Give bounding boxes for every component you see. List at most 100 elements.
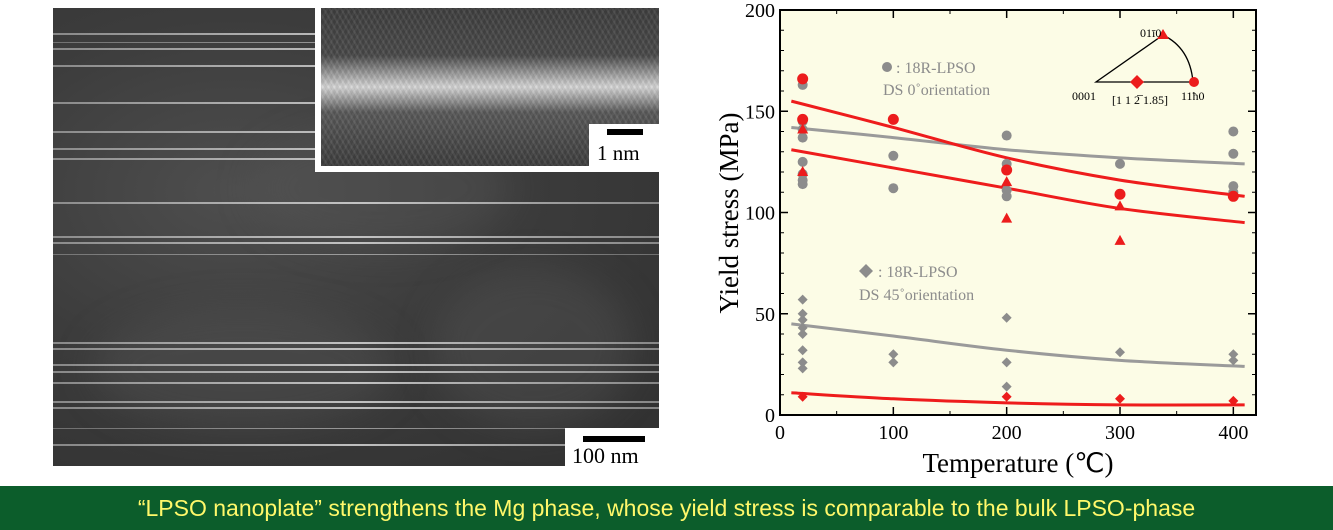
legend-0deg-label: : 18R-LPSO bbox=[896, 60, 976, 77]
data-point-diamond bbox=[797, 391, 808, 402]
fit-curve bbox=[790, 99, 1245, 198]
lpso-lamella bbox=[53, 401, 659, 403]
data-point-triangle bbox=[1114, 200, 1126, 211]
fit-curve bbox=[791, 391, 1245, 407]
y-tick-label: 150 bbox=[745, 101, 775, 123]
legend-0deg-sublabel: DS 0˚orientation bbox=[883, 82, 990, 99]
data-point-diamond bbox=[797, 294, 808, 305]
main-scale-bar bbox=[583, 436, 645, 442]
data-point-circle bbox=[797, 156, 808, 167]
data-point-diamond bbox=[797, 357, 808, 368]
triangle-marker-diamond bbox=[1130, 75, 1144, 89]
data-point-circle bbox=[887, 113, 899, 125]
plot-background bbox=[780, 10, 1256, 415]
lpso-lamella bbox=[53, 254, 659, 255]
data-point-triangle bbox=[1001, 176, 1013, 187]
triangle-marker-triangle bbox=[1157, 29, 1169, 39]
lpso-lamella bbox=[53, 444, 659, 446]
data-point-circle bbox=[797, 73, 809, 85]
axes: 0 50 100 150 200 0 100 200 300 400 bbox=[745, 0, 1257, 444]
triangle-label-left: 0001 bbox=[1072, 89, 1096, 103]
x-tick-label: 100 bbox=[878, 422, 908, 444]
triangle-marker-circle bbox=[1189, 77, 1199, 87]
inset-scale-label: 1 nm bbox=[597, 141, 640, 165]
fit-curve bbox=[791, 125, 1245, 166]
caption-banner: “LPSO nanoplate” strengthens the Mg phas… bbox=[0, 486, 1333, 530]
inset-scale-bar bbox=[607, 129, 643, 135]
lpso-lamella bbox=[53, 364, 659, 366]
main-scale-label: 100 nm bbox=[572, 443, 639, 466]
data-points bbox=[797, 73, 1239, 406]
data-point-circle bbox=[1227, 190, 1239, 202]
data-point-triangle bbox=[797, 123, 809, 134]
y-tick-label: 0 bbox=[765, 405, 775, 427]
data-point-circle bbox=[888, 183, 899, 194]
data-point-circle bbox=[1001, 164, 1013, 176]
data-point-circle bbox=[1114, 188, 1126, 200]
data-point-diamond bbox=[1228, 349, 1239, 360]
data-point-diamond bbox=[797, 345, 808, 356]
main-scale-box bbox=[565, 428, 659, 466]
legend-45deg-sublabel: DS 45˚orientation bbox=[859, 287, 974, 304]
data-point-diamond bbox=[1001, 391, 1012, 402]
lpso-lamella bbox=[53, 428, 659, 429]
lpso-lamella bbox=[53, 382, 659, 384]
data-point-diamond bbox=[1228, 395, 1239, 406]
data-point-circle bbox=[1001, 130, 1012, 141]
lpso-lamella bbox=[53, 407, 659, 409]
yield-stress-chart: : 18R-LPSO DS 0˚orientation : 18R-LPSO D… bbox=[714, 0, 1257, 478]
tem-micrograph: 1 nm 100 nm bbox=[53, 8, 659, 466]
data-point-diamond bbox=[797, 308, 808, 319]
legend: : 18R-LPSO DS 0˚orientation : 18R-LPSO D… bbox=[859, 60, 990, 304]
y-axis-title: Yield stress (MPa) bbox=[714, 113, 744, 314]
data-point-diamond bbox=[888, 357, 899, 368]
lpso-lamella bbox=[53, 371, 659, 373]
contrast-cloud bbox=[93, 308, 393, 428]
y-tick-label: 50 bbox=[755, 304, 775, 326]
lpso-lamella bbox=[53, 342, 659, 344]
data-point-diamond bbox=[797, 322, 808, 333]
fit-curves bbox=[790, 99, 1245, 407]
data-point-diamond bbox=[1001, 357, 1012, 368]
data-point-circle bbox=[1115, 158, 1125, 169]
legend-marker-diamond bbox=[859, 264, 873, 278]
lpso-lamella bbox=[53, 348, 659, 350]
data-point-diamond bbox=[1001, 312, 1012, 323]
x-tick-label: 0 bbox=[775, 422, 785, 444]
data-point-circle bbox=[1001, 191, 1012, 202]
data-point-diamond bbox=[1228, 355, 1239, 366]
data-point-circle bbox=[888, 150, 899, 161]
orientation-triangle: 01ī0 0001 [1 1 2̅ 1.85] 11ħ0 bbox=[1072, 26, 1205, 107]
lpso-lamella bbox=[53, 242, 659, 244]
fit-curve bbox=[791, 322, 1245, 368]
data-point-circle bbox=[1228, 148, 1239, 159]
data-point-circle bbox=[1228, 126, 1239, 137]
x-tick-label: 400 bbox=[1218, 422, 1248, 444]
legend-45deg-label: : 18R-LPSO bbox=[878, 264, 958, 281]
data-point-diamond bbox=[1001, 381, 1012, 392]
x-tick-label: 200 bbox=[992, 422, 1022, 444]
data-point-diamond bbox=[1115, 347, 1125, 358]
x-axis-title: Temperature (℃) bbox=[922, 448, 1113, 478]
triangle-label-right: 11ħ0 bbox=[1181, 89, 1205, 103]
data-point-triangle bbox=[797, 166, 809, 176]
triangle-label-top: 01ī0 bbox=[1140, 26, 1161, 40]
hrtem-inset: 1 nm bbox=[315, 8, 659, 172]
y-tick-label: 200 bbox=[745, 0, 775, 22]
data-point-circle bbox=[797, 179, 808, 190]
data-point-diamond bbox=[797, 363, 808, 374]
lpso-lamella bbox=[53, 202, 659, 204]
y-tick-label: 100 bbox=[745, 203, 775, 225]
lpso-lamella bbox=[53, 236, 659, 238]
data-point-triangle bbox=[1001, 212, 1013, 223]
data-point-diamond bbox=[888, 349, 899, 360]
data-point-diamond bbox=[1115, 393, 1125, 404]
data-point-triangle bbox=[1114, 234, 1126, 245]
x-tick-label: 300 bbox=[1105, 422, 1135, 444]
legend-marker-circle bbox=[882, 62, 892, 72]
data-point-diamond bbox=[797, 329, 808, 339]
data-point-circle bbox=[797, 132, 808, 143]
data-point-diamond bbox=[797, 314, 808, 325]
triangle-label-bottom: [1 1 2̅ 1.85] bbox=[1112, 93, 1168, 107]
data-point-circle bbox=[797, 113, 809, 125]
